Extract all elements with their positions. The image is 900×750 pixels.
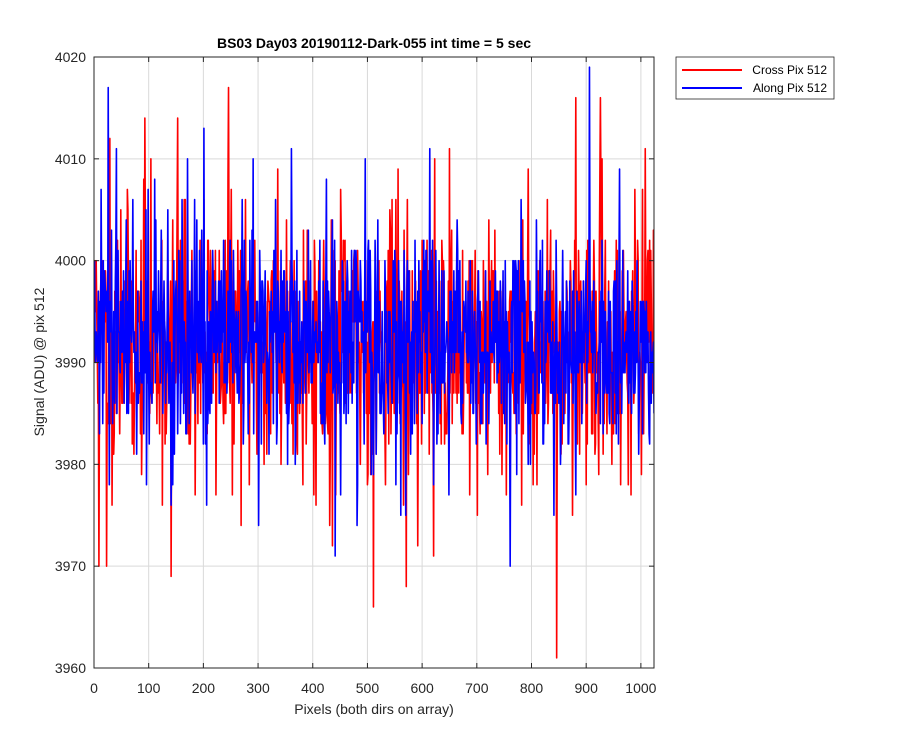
y-tick-label: 4010 bbox=[55, 151, 86, 167]
legend: Cross Pix 512 Along Pix 512 bbox=[675, 56, 835, 100]
legend-label-cross: Cross Pix 512 bbox=[752, 63, 827, 77]
x-tick-label: 600 bbox=[410, 680, 434, 696]
legend-box bbox=[675, 56, 835, 100]
y-tick-label: 3970 bbox=[55, 558, 86, 574]
x-axis-label: Pixels (both dirs on array) bbox=[294, 701, 454, 717]
x-tick-label: 800 bbox=[520, 680, 544, 696]
x-tick-label: 100 bbox=[137, 680, 161, 696]
y-tick-label: 3960 bbox=[55, 660, 86, 676]
y-tick-label: 4000 bbox=[55, 253, 86, 269]
y-axis-label: Signal (ADU) @ pix 512 bbox=[31, 287, 47, 436]
series-line-along bbox=[94, 66, 654, 567]
x-tick-label: 900 bbox=[575, 680, 599, 696]
x-axis: 0 100 200 300 400 500 600 700 800 900 1000 bbox=[90, 57, 657, 696]
x-tick-label: 200 bbox=[192, 680, 216, 696]
legend-label-along: Along Pix 512 bbox=[753, 81, 827, 95]
x-tick-label: 0 bbox=[90, 680, 98, 696]
x-tick-label: 300 bbox=[246, 680, 270, 696]
y-tick-label: 3980 bbox=[55, 456, 86, 472]
x-tick-label: 1000 bbox=[625, 680, 656, 696]
series-layer bbox=[94, 66, 654, 659]
y-axis: 3960 3970 3980 3990 4000 4010 4020 bbox=[55, 49, 654, 676]
x-tick-label: 500 bbox=[356, 680, 380, 696]
x-tick-label: 700 bbox=[465, 680, 489, 696]
y-tick-label: 4020 bbox=[55, 49, 86, 65]
x-tick-label: 400 bbox=[301, 680, 325, 696]
plot-area bbox=[94, 66, 654, 659]
y-tick-label: 3990 bbox=[55, 355, 86, 371]
chart-title: BS03 Day03 20190112-Dark-055 int time = … bbox=[217, 35, 531, 51]
